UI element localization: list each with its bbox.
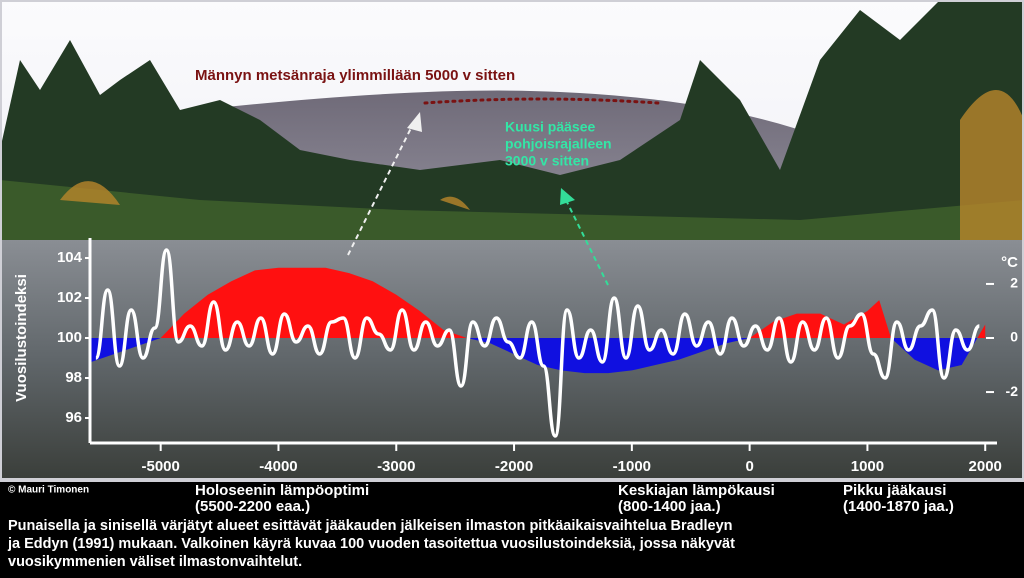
photo-background bbox=[0, 0, 1024, 482]
y-tick-label: 96 bbox=[65, 409, 82, 426]
y2-tick-label: 2 bbox=[1010, 275, 1018, 291]
copyright: © Mauri Timonen bbox=[8, 485, 89, 496]
x-tick-label: -2000 bbox=[495, 458, 533, 475]
y2-tick-label: -2 bbox=[1006, 383, 1019, 399]
period-label: Keskiajan lämpökausi bbox=[618, 482, 775, 499]
x-tick-label: -4000 bbox=[259, 458, 297, 475]
x-tick-label: -5000 bbox=[141, 458, 179, 475]
annotation: Männyn metsänraja ylimmillään 5000 v sit… bbox=[195, 67, 515, 84]
caption: vuosikymmenien väliset ilmastonvaihtelut… bbox=[8, 554, 302, 570]
x-tick-label: 1000 bbox=[851, 458, 884, 475]
annotation: 3000 v sitten bbox=[505, 153, 589, 169]
y-tick-label: 100 bbox=[57, 329, 82, 346]
x-tick-label: -1000 bbox=[613, 458, 651, 475]
period-label: Pikku jääkausi bbox=[843, 482, 946, 499]
period-label: (1400-1870 jaa.) bbox=[843, 498, 954, 515]
y-tick-label: 98 bbox=[65, 369, 82, 386]
period-label: (5500-2200 eaa.) bbox=[195, 498, 310, 515]
y-tick-label: 104 bbox=[57, 249, 83, 266]
period-label: Holoseenin lämpöoptimi bbox=[195, 482, 369, 499]
caption: ja Eddyn (1991) mukaan. Valkoinen käyrä … bbox=[7, 536, 735, 552]
warm-area bbox=[90, 267, 986, 338]
y2-tick-label: 0 bbox=[1010, 329, 1018, 345]
x-tick-label: -3000 bbox=[377, 458, 415, 475]
y-tick-label: 102 bbox=[57, 289, 82, 306]
caption: Punaisella ja sinisellä värjätyt alueet … bbox=[8, 518, 733, 534]
tree-ring-line bbox=[94, 248, 981, 438]
annotation: Kuusi pääsee bbox=[505, 119, 595, 135]
period-label: (800-1400 jaa.) bbox=[618, 498, 721, 515]
y-axis-label: Vuosilustoindeksi bbox=[13, 274, 30, 402]
x-tick-label: 2000 bbox=[969, 458, 1002, 475]
x-tick-label: 0 bbox=[745, 458, 753, 475]
y2-axis-label: °C bbox=[1001, 254, 1018, 271]
annotation: pohjoisrajalleen bbox=[505, 136, 612, 152]
